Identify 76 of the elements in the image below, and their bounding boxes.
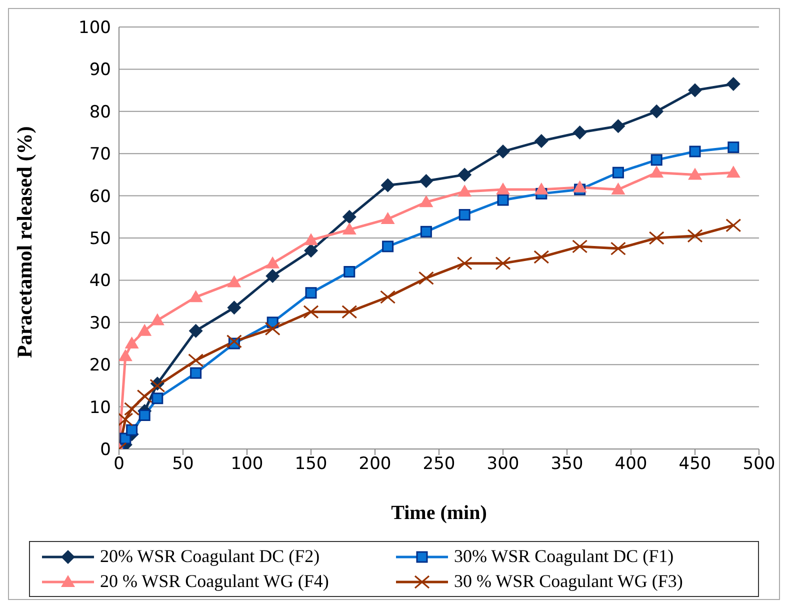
point bbox=[138, 324, 152, 336]
point bbox=[534, 182, 548, 194]
point bbox=[419, 195, 434, 208]
x-tick-label: 350 bbox=[550, 454, 584, 474]
y-tick-label: 90 bbox=[89, 60, 111, 80]
x-tick-label: 450 bbox=[678, 454, 712, 474]
point bbox=[611, 119, 626, 134]
point bbox=[305, 287, 317, 299]
point bbox=[496, 144, 510, 158]
x-tick-label: 300 bbox=[486, 454, 520, 474]
point bbox=[611, 182, 626, 194]
y-tick-label: 20 bbox=[89, 356, 111, 376]
point bbox=[344, 266, 356, 278]
point bbox=[650, 104, 664, 118]
point bbox=[266, 268, 280, 283]
y-tick-label: 10 bbox=[89, 398, 111, 418]
x-tick-label: 150 bbox=[294, 454, 328, 474]
point bbox=[458, 184, 472, 197]
legend-label: 30 % WSR Coagulant WG (F3) bbox=[454, 571, 683, 592]
point bbox=[119, 349, 132, 362]
y-axis-title: Paracetamol released (%) bbox=[12, 126, 36, 358]
x-axis-title: Time (min) bbox=[391, 502, 487, 524]
point bbox=[150, 313, 164, 326]
point bbox=[227, 300, 242, 315]
y-tick-label: 100 bbox=[78, 18, 111, 38]
point bbox=[534, 134, 548, 148]
point bbox=[496, 182, 510, 194]
point bbox=[650, 154, 662, 166]
y-tick-label: 60 bbox=[89, 186, 111, 207]
point bbox=[382, 240, 394, 252]
point bbox=[572, 126, 587, 140]
point bbox=[689, 146, 701, 158]
point bbox=[497, 194, 509, 206]
point bbox=[266, 256, 280, 268]
y-tick-label: 50 bbox=[89, 229, 111, 250]
x-tick-label: 500 bbox=[742, 454, 776, 474]
x-tick-label: 200 bbox=[358, 454, 392, 474]
point bbox=[420, 226, 432, 238]
legend-label: 20% WSR Coagulant DC (F2) bbox=[100, 546, 320, 567]
point bbox=[419, 174, 434, 188]
point bbox=[188, 324, 203, 338]
point bbox=[688, 168, 702, 180]
x-tick-label: 250 bbox=[422, 454, 456, 474]
y-tick-label: 0 bbox=[100, 440, 111, 460]
legend-label: 20 % WSR Coagulant WG (F4) bbox=[100, 571, 329, 592]
point bbox=[458, 168, 472, 182]
point bbox=[138, 409, 150, 421]
point bbox=[572, 180, 587, 192]
y-tick-label: 30 bbox=[89, 313, 111, 334]
point bbox=[726, 76, 740, 91]
point bbox=[380, 178, 395, 192]
x-tick-label: 400 bbox=[614, 454, 648, 474]
point bbox=[126, 424, 138, 436]
point bbox=[124, 336, 139, 348]
point bbox=[342, 222, 356, 235]
point bbox=[650, 166, 664, 178]
y-tick-label: 70 bbox=[89, 144, 111, 165]
point bbox=[726, 166, 740, 178]
point bbox=[380, 212, 395, 224]
y-tick-label: 80 bbox=[89, 102, 111, 122]
point bbox=[728, 142, 740, 154]
x-tick-label: 50 bbox=[172, 454, 194, 474]
x-tick-label: 100 bbox=[230, 454, 264, 474]
point bbox=[612, 166, 624, 178]
point bbox=[304, 233, 318, 246]
x-tick-label: 0 bbox=[114, 454, 124, 474]
point bbox=[688, 83, 702, 98]
legend-label: 30% WSR Coagulant DC (F1) bbox=[454, 546, 674, 567]
point bbox=[190, 367, 202, 379]
point bbox=[188, 290, 203, 302]
point bbox=[458, 209, 470, 221]
point bbox=[342, 210, 356, 224]
point bbox=[227, 275, 242, 288]
point bbox=[152, 392, 164, 404]
y-tick-label: 40 bbox=[89, 271, 111, 292]
point bbox=[304, 244, 318, 258]
